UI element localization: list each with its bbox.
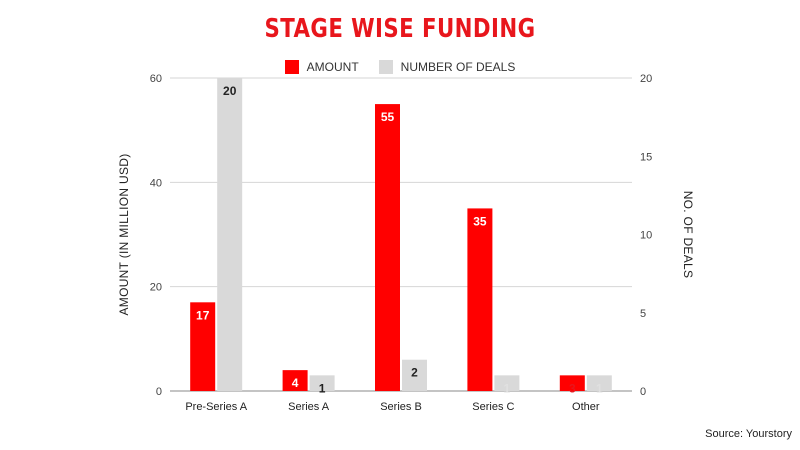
y-right-tick-label: 20 (640, 73, 652, 85)
data-label-deals: 2 (411, 366, 418, 380)
x-category-label: Pre-Series A (185, 401, 247, 413)
data-label-amount: 17 (196, 308, 210, 322)
x-category-label: Series C (472, 401, 514, 413)
data-label-deals: 1 (596, 381, 603, 395)
y-left-tick-label: 40 (150, 177, 162, 189)
source-note: Source: Yourstory (705, 428, 792, 440)
y-right-tick-label: 10 (640, 230, 652, 242)
bar-amount (467, 208, 492, 391)
bar-amount (375, 104, 400, 391)
data-label-deals: 1 (319, 381, 326, 395)
data-label-amount: 3 (569, 381, 576, 395)
y-right-tick-label: 15 (640, 151, 652, 163)
x-category-label: Series B (380, 401, 422, 413)
y-left-tick-label: 0 (156, 386, 162, 398)
y-left-tick-label: 60 (150, 73, 162, 85)
data-label-amount: 55 (381, 110, 395, 124)
x-category-label: Other (572, 401, 600, 413)
data-label-deals: 20 (223, 84, 237, 98)
bar-deals (217, 78, 242, 391)
y-right-axis-title: NO. OF DEALS (681, 191, 695, 279)
y-left-tick-label: 20 (150, 282, 162, 294)
data-label-amount: 35 (473, 214, 487, 228)
data-label-amount: 4 (292, 376, 299, 390)
y-right-tick-label: 5 (640, 308, 646, 320)
y-left-axis-title: AMOUNT (IN MILLION USD) (117, 153, 131, 315)
y-right-tick-label: 0 (640, 386, 646, 398)
data-label-deals: 1 (504, 381, 511, 395)
x-category-label: Series A (288, 401, 330, 413)
